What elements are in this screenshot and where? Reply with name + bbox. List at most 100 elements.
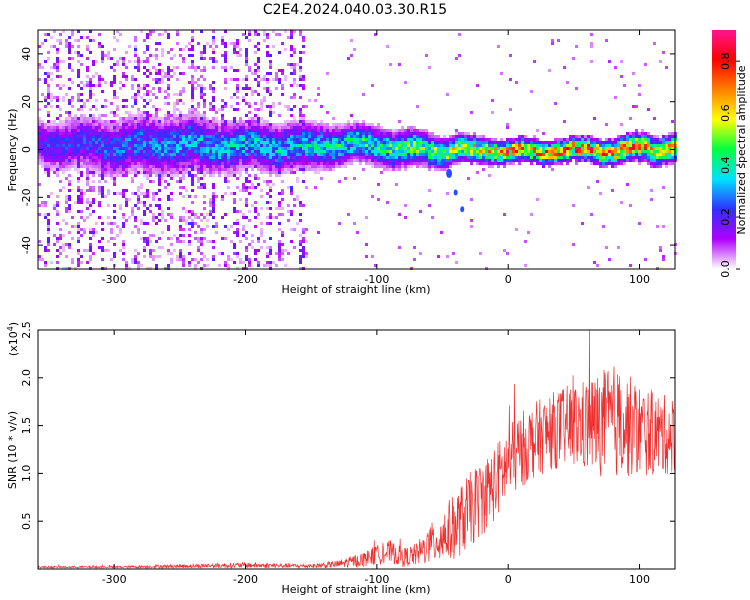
spectrogram-cell (143, 231, 146, 234)
spectrogram-cell (227, 162, 230, 165)
spectrogram-cell (311, 153, 314, 156)
spectrogram-cell (443, 135, 446, 138)
spectrogram-cell (668, 141, 671, 144)
spectrogram-cell (599, 144, 602, 147)
spectrogram-cell (149, 234, 152, 237)
spectrogram-cell (86, 123, 89, 126)
spectrogram-cell (413, 135, 416, 138)
spectrogram-cell (371, 123, 374, 126)
spectrogram-cell (536, 129, 539, 132)
spectrogram-cell (602, 162, 605, 165)
spectrogram-cell (89, 141, 92, 144)
spectrogram-cell (158, 144, 161, 147)
spectrogram-cell (83, 129, 86, 132)
spectrogram-cell (659, 150, 662, 153)
spectrogram-cell (119, 150, 122, 153)
spectrogram-cell (134, 162, 137, 165)
spectrogram-cell (209, 45, 212, 48)
spectrogram-cell (173, 123, 176, 126)
spectrogram-cell (167, 147, 170, 150)
spectrogram-cell (251, 183, 254, 186)
spectrogram-cell (89, 246, 92, 249)
spectrogram-cell (95, 117, 98, 120)
spectrogram-cell (158, 219, 161, 222)
spectrogram-cell (503, 153, 506, 156)
spectrogram-cell (548, 165, 551, 168)
spectrogram-cell (248, 156, 251, 159)
spectrogram-cell (236, 147, 239, 150)
spectrogram-cell (167, 150, 170, 153)
spectrogram-cell (224, 30, 227, 33)
spectrogram-cell (299, 243, 302, 246)
spectrogram-cell (194, 81, 197, 84)
spectrogram-cell (257, 135, 260, 138)
spectrogram-cell (137, 90, 140, 93)
spectrogram-cell (596, 264, 599, 267)
spectrogram-cell (77, 195, 80, 198)
spectrogram-cell (578, 153, 581, 156)
spectrogram-cell (551, 156, 554, 159)
spectrogram-cell (374, 159, 377, 162)
spectrogram-cell (275, 168, 278, 171)
spectrogram-cell (278, 162, 281, 165)
spectrogram-cell (185, 150, 188, 153)
spectrogram-cell (263, 30, 266, 33)
spectrogram-cell (56, 117, 59, 120)
spectrogram-cell (479, 135, 482, 138)
spectrogram-cell (317, 132, 320, 135)
spectrogram-cell (542, 144, 545, 147)
spectrogram-cell (368, 123, 371, 126)
spectrogram-cell (89, 129, 92, 132)
spectrogram-cell (200, 243, 203, 246)
spectrogram-cell (122, 222, 125, 225)
spectrogram-cell (89, 51, 92, 54)
spectrogram-cell (212, 51, 215, 54)
spectrogram-cell (530, 159, 533, 162)
spectrogram-cell (56, 156, 59, 159)
spectrogram-cell (236, 141, 239, 144)
spectrogram-cell (506, 126, 509, 129)
spectrogram-cell (560, 141, 563, 144)
spectrogram-cell (584, 153, 587, 156)
spectrogram-cell (245, 156, 248, 159)
spectrogram-cell (404, 144, 407, 147)
spectrogram-cell (71, 117, 74, 120)
spectrogram-cell (191, 123, 194, 126)
spectrogram-cell (146, 120, 149, 123)
spectrogram-cell (488, 153, 491, 156)
spectrogram-cell (260, 195, 263, 198)
spectrogram-cell (113, 36, 116, 39)
spectrogram-cell (356, 138, 359, 141)
spectrogram-cell (167, 87, 170, 90)
spectrogram-cell (143, 66, 146, 69)
spectrogram-cell (266, 129, 269, 132)
spectrogram-cell (257, 162, 260, 165)
spectrogram-cell (296, 123, 299, 126)
spectrogram-cell (137, 156, 140, 159)
spectrogram-cell (119, 33, 122, 36)
spectrogram-cell (530, 153, 533, 156)
spectrogram-cell (266, 135, 269, 138)
spectrogram-cell (158, 81, 161, 84)
spectrogram-cell (149, 180, 152, 183)
spectrogram-cell (143, 72, 146, 75)
spectrogram-cell (302, 51, 305, 54)
spectrogram-cell (149, 99, 152, 102)
spectrogram-cell (155, 135, 158, 138)
spectrogram-cell (473, 156, 476, 159)
spectrogram-cell (293, 228, 296, 231)
spectrogram-cell (131, 165, 134, 168)
spectrogram-cells (38, 30, 677, 270)
spectrogram-cell (308, 156, 311, 159)
spectrogram-cell (386, 135, 389, 138)
spectrogram-cell (134, 51, 137, 54)
spectrogram-cell (239, 141, 242, 144)
spectrogram-cell (59, 150, 62, 153)
spectrogram-cell (191, 180, 194, 183)
spectrogram-cell (539, 153, 542, 156)
spectrogram-cell (377, 138, 380, 141)
spectrogram-cell (191, 144, 194, 147)
spectrogram-cell (467, 156, 470, 159)
spectrogram-cell (533, 150, 536, 153)
spectrogram-cell (602, 147, 605, 150)
